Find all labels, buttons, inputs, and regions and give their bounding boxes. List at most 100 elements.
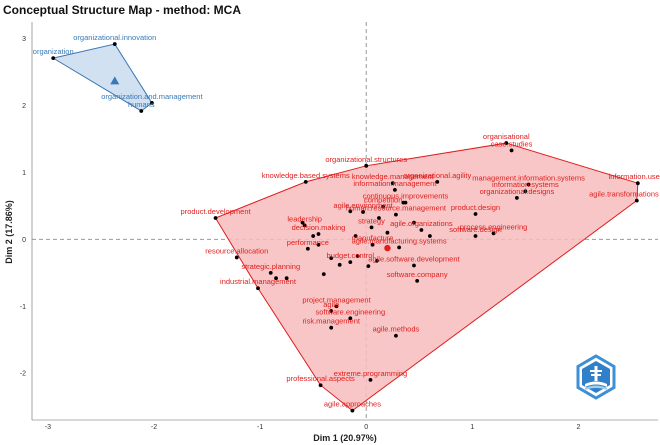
x-tick-label: 0 xyxy=(364,424,368,431)
data-point xyxy=(473,234,478,238)
point-label: software.company xyxy=(387,270,448,279)
point-label: decision.making xyxy=(292,223,346,232)
data-point xyxy=(634,198,639,203)
point-label: strategy xyxy=(358,216,385,225)
point-label: professional.aspects xyxy=(286,374,355,383)
point-label: project.management xyxy=(302,295,371,304)
point-label: organizational.innovation xyxy=(73,33,156,42)
point-label: knowledge.management xyxy=(352,172,435,181)
data-point xyxy=(412,263,416,268)
point-label: agile xyxy=(323,300,339,309)
point-label: performance xyxy=(287,238,329,247)
data-point xyxy=(139,109,144,113)
point-label: agile.methods xyxy=(373,325,420,334)
data-point xyxy=(377,216,381,220)
data-point xyxy=(635,181,640,186)
point-label: process.engineering xyxy=(460,222,528,231)
data-point xyxy=(329,325,334,330)
cluster-hulls xyxy=(51,43,639,412)
point-label: organizational.structures xyxy=(325,155,407,164)
point-label: extreme.programming xyxy=(334,369,407,378)
data-point xyxy=(316,232,321,236)
y-axis-label: Dim 2 (17.86%) xyxy=(4,200,14,264)
data-point xyxy=(397,245,402,250)
data-point xyxy=(412,220,416,225)
data-point xyxy=(305,246,310,251)
data-point xyxy=(311,234,316,238)
point-label: risk.management xyxy=(302,317,360,326)
data-point xyxy=(149,101,154,105)
point-label: organizational.designs xyxy=(480,187,555,196)
data-point xyxy=(364,163,369,168)
point-label: information.systems xyxy=(492,180,559,189)
point-label: case.studies xyxy=(491,139,533,148)
data-point xyxy=(509,148,514,153)
y-tick-label: 1 xyxy=(22,170,26,177)
x-tick-label: -2 xyxy=(151,424,157,431)
data-points xyxy=(51,42,640,413)
data-point xyxy=(316,242,321,247)
data-point xyxy=(403,200,408,205)
point-label: information.use xyxy=(609,172,660,181)
data-point xyxy=(318,383,323,388)
x-tick-label: 2 xyxy=(576,424,580,431)
point-label: agile.transformations xyxy=(589,190,659,199)
data-point xyxy=(523,189,528,194)
data-point xyxy=(284,276,289,281)
data-point xyxy=(504,141,509,145)
y-tick-label: 0 xyxy=(22,237,26,244)
data-point xyxy=(321,272,326,277)
y-ticks: -2 -1 0 1 2 3 xyxy=(20,36,26,377)
chart-title: Conceptual Structure Map - method: MCA xyxy=(3,3,241,17)
data-point xyxy=(381,204,386,209)
data-point xyxy=(394,333,398,338)
y-tick-label: 2 xyxy=(22,103,26,110)
cluster-centroid-1 xyxy=(110,76,120,85)
data-point xyxy=(334,304,339,309)
data-point xyxy=(350,408,355,413)
data-point xyxy=(390,181,395,186)
data-point xyxy=(526,182,531,187)
data-point xyxy=(435,179,440,184)
data-point xyxy=(300,220,305,225)
data-point xyxy=(303,179,308,184)
data-point xyxy=(427,234,432,238)
point-label: agile.organizations xyxy=(390,219,453,228)
data-point xyxy=(337,262,342,267)
x-tick-label: -3 xyxy=(45,424,51,431)
data-point xyxy=(274,276,278,281)
y-tick-label: -1 xyxy=(20,304,26,311)
data-point xyxy=(366,264,371,269)
plot-area: organizational.innovation organization org… xyxy=(20,22,660,431)
point-label: agile.environment xyxy=(333,201,393,210)
data-point xyxy=(256,286,260,291)
data-point xyxy=(394,212,398,217)
cluster-centroid-2 xyxy=(384,244,391,252)
point-label: manufacture xyxy=(352,234,394,243)
data-point xyxy=(51,56,56,61)
point-label: budget.control xyxy=(327,251,375,260)
point-label: resource.allocation xyxy=(205,246,268,255)
data-point xyxy=(302,223,307,228)
data-point xyxy=(329,256,334,261)
point-label: organizational.agility xyxy=(403,171,471,180)
data-point xyxy=(473,212,478,216)
point-label: agile.software.development xyxy=(368,254,460,263)
point-label: product.development xyxy=(181,207,252,216)
y-tick-label: -2 xyxy=(20,371,26,378)
data-point xyxy=(370,242,375,247)
x-tick-label: 1 xyxy=(470,424,474,431)
data-point xyxy=(355,254,360,259)
point-label: organisational xyxy=(483,132,530,141)
data-point xyxy=(329,309,334,313)
point-label: software.engineering xyxy=(315,307,385,316)
data-point xyxy=(348,316,353,321)
x-ticks: -3 -2 -1 0 1 2 xyxy=(45,424,581,431)
data-point xyxy=(361,210,365,214)
data-point xyxy=(368,377,373,382)
data-point xyxy=(234,255,239,260)
point-label: humans xyxy=(128,100,155,109)
data-point xyxy=(419,228,424,232)
point-label: agile.approaches xyxy=(324,400,381,409)
